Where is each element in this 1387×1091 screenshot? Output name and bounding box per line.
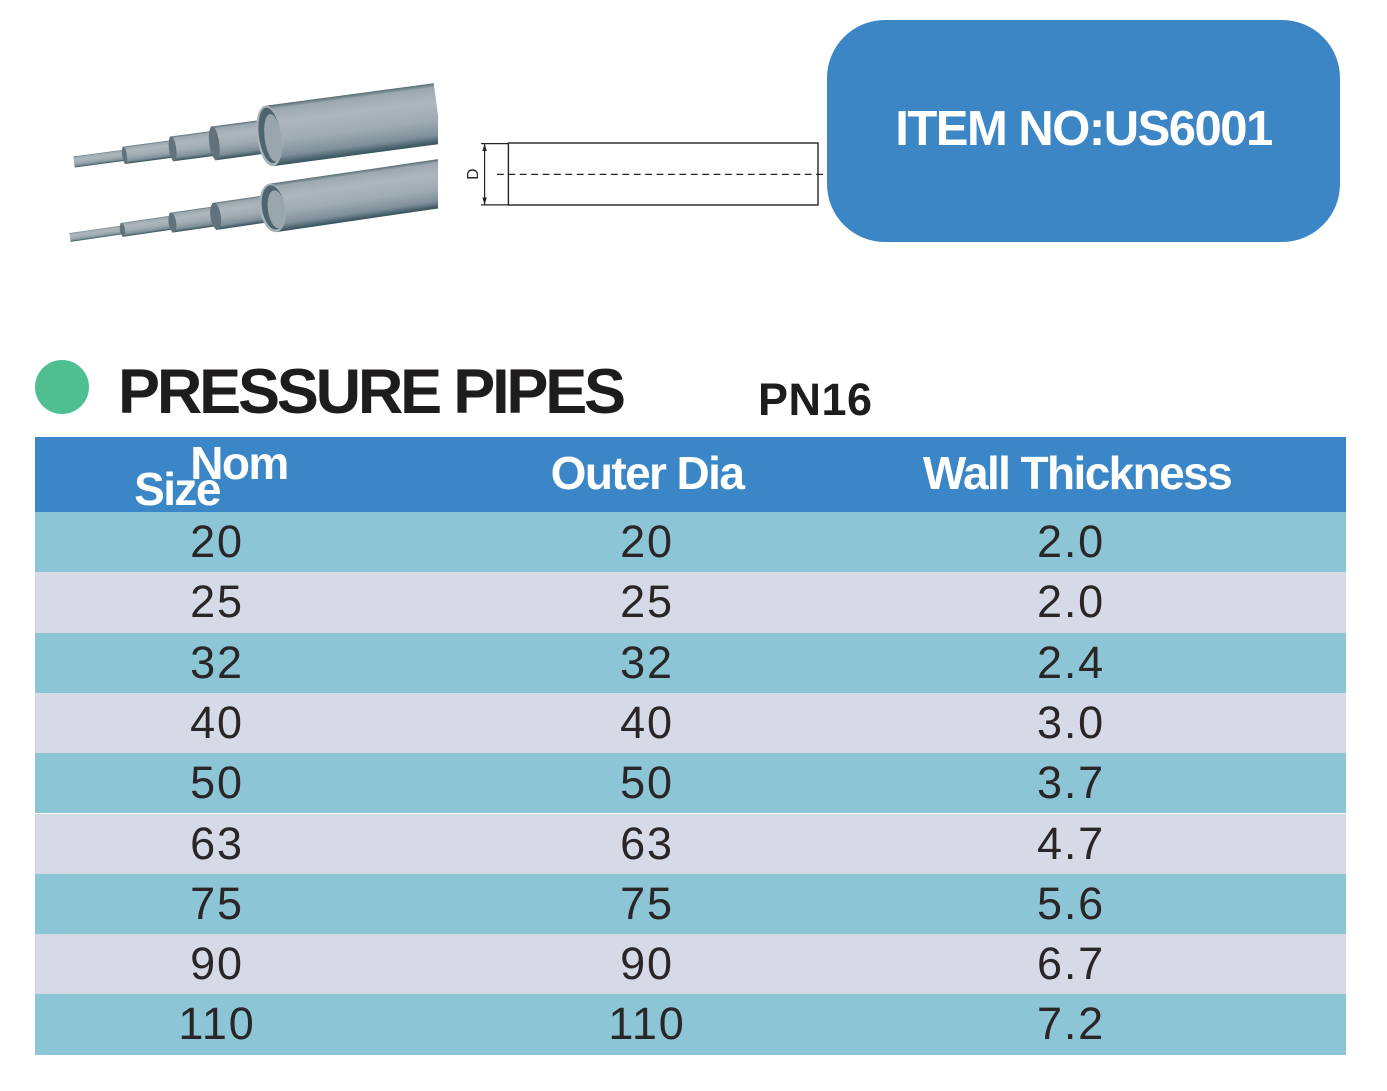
svg-text:D: D: [465, 169, 482, 180]
